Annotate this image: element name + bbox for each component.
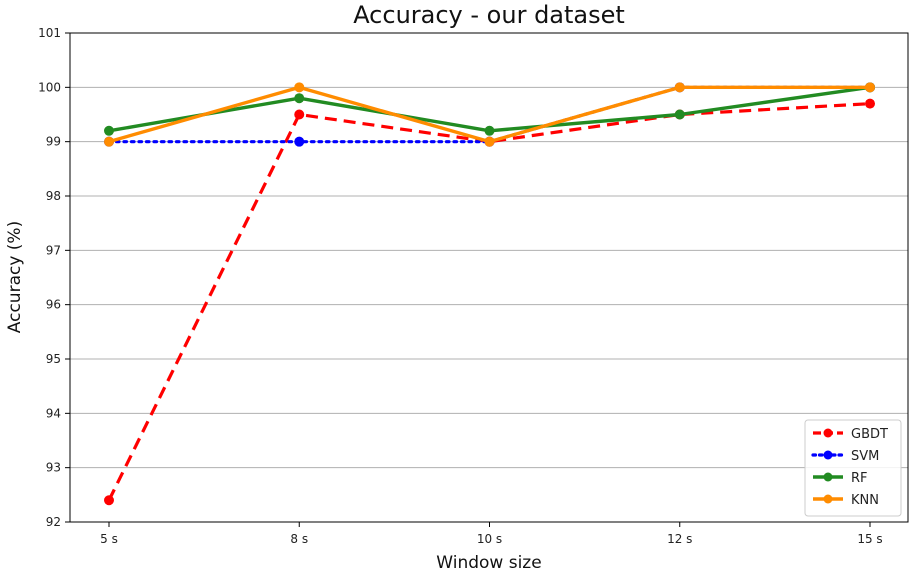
y-tick-label: 96 [46, 298, 61, 312]
legend-marker [823, 494, 833, 504]
data-point-knn [865, 82, 875, 93]
y-tick-label: 92 [46, 515, 61, 529]
y-tick-label: 95 [46, 352, 61, 366]
data-point-svm [294, 136, 305, 147]
y-axis: 92 93 94 95 96 97 98 99 100 101 [38, 26, 70, 529]
legend-label: GBDT [851, 427, 888, 442]
x-tick-label: 10 s [477, 532, 502, 546]
legend-entry: RF [813, 471, 868, 486]
series-gbdt [104, 98, 875, 506]
x-axis: 5 s 8 s 10 s 12 s 15 s [100, 522, 883, 546]
legend-label: SVM [851, 449, 879, 464]
x-axis-title: Window size [436, 553, 541, 573]
legend: GBDT SVM RF KNN [804, 419, 902, 517]
data-point-knn [484, 136, 495, 147]
legend-entry: KNN [813, 493, 879, 508]
legend-label: KNN [851, 493, 879, 508]
x-tick-label: 12 s [667, 532, 692, 546]
y-tick-label: 97 [46, 243, 61, 257]
data-point-knn [104, 136, 114, 147]
y-axis-title: Accuracy (%) [5, 221, 25, 333]
legend-entry: SVM [811, 449, 879, 464]
data-point-knn [294, 82, 305, 93]
series-line-svm [107, 85, 872, 144]
data-point-gbdt [104, 495, 114, 506]
legend-marker [823, 428, 833, 438]
data-point-gbdt [294, 109, 305, 120]
series-knn [104, 82, 875, 147]
series-rf [104, 82, 875, 136]
y-tick-label: 99 [46, 135, 61, 149]
y-tick-label: 98 [46, 189, 61, 203]
data-point-rf [294, 93, 305, 104]
data-point-rf [104, 125, 114, 136]
legend-marker [823, 450, 833, 460]
y-tick-label: 101 [38, 26, 61, 40]
x-tick-label: 8 s [290, 532, 308, 546]
data-point-knn [674, 82, 685, 93]
legend-marker [823, 472, 833, 482]
data-point-rf [674, 109, 685, 120]
series-lines [104, 82, 875, 506]
chart-title: Accuracy - our dataset [353, 1, 625, 29]
legend-entry: GBDT [813, 427, 888, 442]
data-point-rf [484, 125, 495, 136]
series-line-gbdt [107, 102, 871, 501]
legend-box [804, 419, 902, 517]
x-tick-label: 5 s [100, 532, 118, 546]
legend-label: RF [851, 471, 868, 486]
y-tick-label: 100 [38, 80, 61, 94]
y-tick-label: 93 [46, 461, 61, 475]
plot-area-frame [69, 32, 909, 523]
data-point-gbdt [865, 98, 875, 109]
x-tick-label: 15 s [857, 532, 882, 546]
y-tick-label: 94 [46, 406, 61, 420]
